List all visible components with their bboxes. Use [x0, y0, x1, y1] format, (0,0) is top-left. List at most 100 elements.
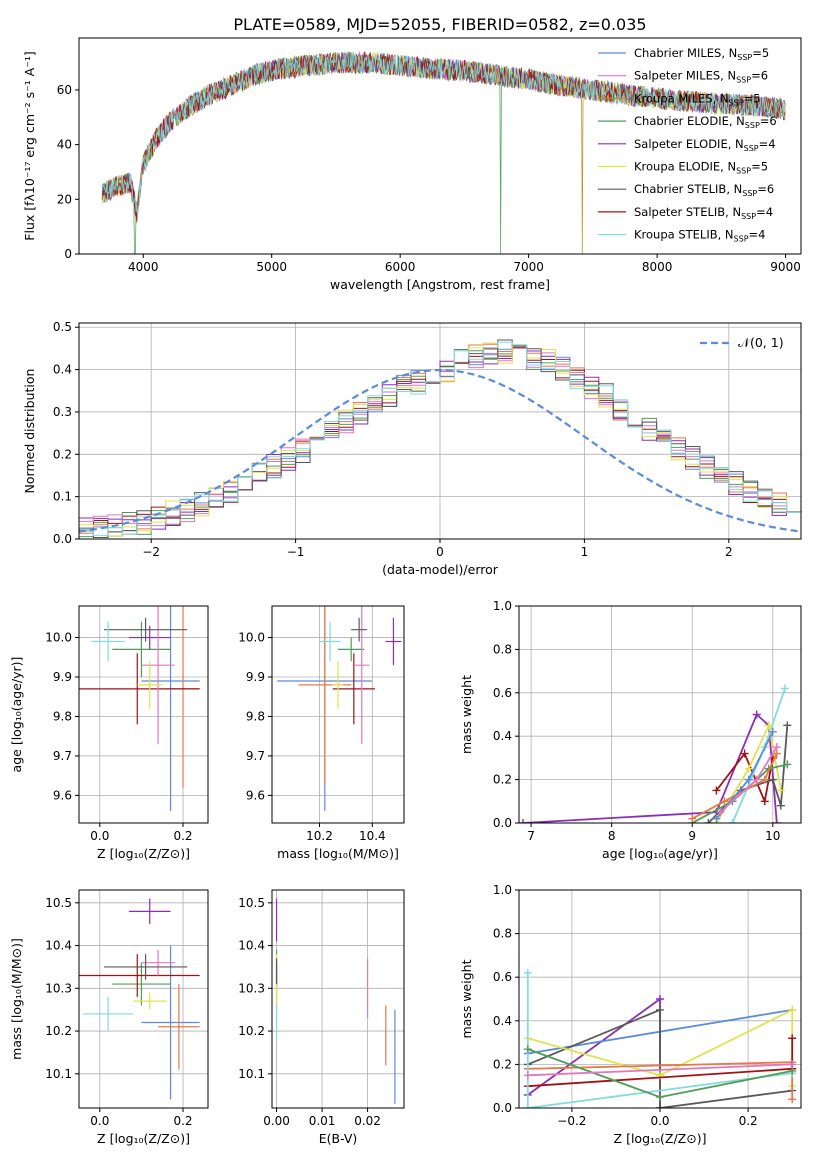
y-tick-label: 10.4: [45, 939, 72, 953]
weight-point-marker: [523, 968, 532, 977]
y-tick-label: 10.4: [238, 939, 265, 953]
chart-mass-weight-vs-age: 7 8 9 10 0.0 0.2 0.4 0.6 0.8 1.0 age [log₁₀(age/yr…: [459, 599, 802, 861]
legend-entry: Kroupa ELODIE, NSSP=5: [634, 160, 768, 176]
weight-point-marker: [752, 775, 761, 784]
spectrum-line: [101, 51, 786, 216]
y-tick-label: 0.2: [53, 447, 72, 461]
weight-point-marker: [656, 1104, 664, 1108]
y-tick-label: 9.6: [246, 788, 265, 802]
axes-frame: [518, 605, 802, 824]
legend-suffix: =6: [751, 69, 768, 83]
weight-series-line: [527, 1008, 793, 1108]
y-tick-label: 10.1: [45, 1067, 72, 1081]
y-tick-label: 9.7: [53, 749, 72, 763]
legend-suffix: =5: [744, 91, 761, 105]
legend-subscript: SSP: [736, 76, 751, 85]
legend-subscript: SSP: [741, 212, 756, 221]
y-tick-label: 0.4: [53, 363, 72, 377]
weight-point-marker: [764, 721, 773, 730]
y-tick-label: 0.6: [493, 686, 512, 700]
weight-point-marker: [768, 775, 777, 784]
plot-area: [277, 606, 402, 812]
y-tick-label: 9.9: [53, 670, 72, 684]
normal-curve: [79, 368, 801, 533]
weight-point-marker: [704, 819, 713, 823]
chart-mass-vs-Z: 0.0 0.2 10.1 10.2 10.3 10.4 10.5 Z [log₁₀(Z/Z⊙)…: [9, 889, 209, 1146]
chart-mass-weight-vs-Z: −0.2 0.0 0.2 0.0 0.2 0.4 0.6 0.8 1.0 Z [log₁₀(Z/Z…: [459, 883, 802, 1146]
x-tick-label: 9: [688, 829, 696, 843]
y-tick-label: 1.0: [493, 883, 512, 897]
weight-point-marker: [523, 1045, 532, 1054]
plot-area: [275, 898, 396, 1104]
weight-point-marker: [656, 1005, 664, 1014]
y-axis-label: age [log₁₀(age/yr)]: [9, 657, 24, 773]
y-tick-label: 1.0: [493, 599, 512, 613]
x-axis-label: Z [log₁₀(Z/Z⊙)]: [97, 1131, 190, 1146]
legend-suffix: =6: [760, 114, 777, 128]
weight-point-marker: [776, 786, 785, 795]
x-tick-label: 0.01: [309, 1114, 336, 1128]
chart-spectrum: 4000 5000 6000 7000 8000 9000 0 20 40 60 wavelengt…: [22, 37, 802, 292]
x-axis-label: mass [log₁₀(M/M⊙)]: [277, 846, 399, 861]
x-tick-label: 2: [725, 545, 733, 559]
weight-point-marker: [720, 797, 729, 806]
legend-suffix: =4: [756, 205, 773, 219]
legend-suffix: =5: [752, 46, 769, 60]
weight-point-marker: [776, 801, 785, 810]
y-axis-label: mass weight: [459, 959, 474, 1038]
weight-point-marker: [728, 819, 737, 823]
y-tick-label: 10.2: [238, 1024, 265, 1038]
weight-point-marker: [740, 749, 749, 758]
legend-suffix: =4: [759, 137, 776, 151]
y-axis-label: Normed distribution: [22, 369, 37, 494]
axes-frame: [271, 605, 405, 824]
chart-mass-vs-ebv: 0.00 0.01 0.02 10.1 10.2 10.3 10.4 10.5 E(B-V): [238, 889, 405, 1146]
x-tick-label: 0.2: [173, 829, 192, 843]
legend-entry: Salpeter MILES, NSSP=6: [634, 69, 768, 85]
x-tick-label: 5000: [256, 260, 287, 274]
legend-subscript: SSP: [734, 235, 749, 244]
weight-point-marker: [760, 775, 769, 784]
x-tick-label: −2: [142, 545, 160, 559]
x-tick-label: 0.0: [90, 829, 109, 843]
y-tick-label: 9.7: [246, 749, 265, 763]
weight-point-marker: [712, 814, 721, 823]
weight-point-marker: [772, 743, 781, 752]
x-axis-label: Z [log₁₀(Z/Z⊙)]: [97, 846, 190, 861]
weight-series-line: [715, 751, 774, 805]
x-tick-label: −0.2: [557, 1114, 586, 1128]
x-tick-label: 8000: [642, 260, 673, 274]
y-axis-label: Flux [fλ10⁻¹⁷ erg cm⁻² s⁻¹ A⁻¹]: [22, 51, 37, 240]
y-tick-label: 10.1: [238, 1067, 265, 1081]
y-tick-label: 9.6: [53, 788, 72, 802]
spectrum-line: [101, 51, 786, 222]
y-axis-label: mass weight: [459, 675, 474, 754]
y-tick-label: 10.0: [45, 631, 72, 645]
weight-point-marker: [752, 710, 761, 719]
weight-series-line: [527, 1063, 793, 1077]
x-tick-label: 8: [608, 829, 616, 843]
y-tick-label: 0: [64, 247, 72, 261]
x-axis-label: age [log₁₀(age/yr)]: [602, 846, 718, 861]
x-tick-label: 10: [765, 829, 780, 843]
y-tick-label: 0.0: [493, 816, 512, 830]
axes-frame: [78, 605, 209, 824]
y-tick-label: 0.0: [53, 532, 72, 546]
y-tick-label: 0.5: [53, 320, 72, 334]
legend-entry: Chabrier ELODIE, NSSP=6: [634, 114, 777, 130]
weight-point-marker: [656, 995, 664, 1003]
y-tick-label: 40: [57, 138, 72, 152]
x-axis-label: (data-model)/error: [382, 562, 499, 577]
x-tick-label: 0.2: [739, 1114, 758, 1128]
x-axis-label: Z [log₁₀(Z/Z⊙)]: [614, 1131, 707, 1146]
x-tick-label: 10.2: [306, 829, 333, 843]
legend-entry: Salpeter ELODIE, NSSP=4: [634, 137, 776, 153]
weight-point-marker: [788, 1060, 797, 1069]
axes-frame: [78, 889, 209, 1109]
axes-frame: [78, 37, 802, 255]
x-axis-label: E(B-V): [319, 1131, 358, 1146]
y-tick-label: 9.9: [246, 670, 265, 684]
x-axis-label: wavelength [Angstrom, rest frame]: [330, 277, 550, 292]
y-tick-label: 0.2: [493, 1057, 512, 1071]
